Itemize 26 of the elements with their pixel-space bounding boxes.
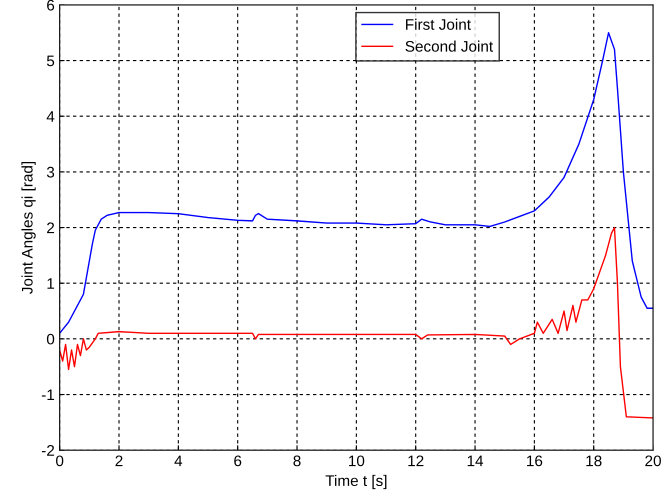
x-tick-label: 18: [586, 455, 602, 466]
x-axis-title: Time t [s]: [326, 474, 386, 490]
x-tick-label: 16: [527, 455, 542, 466]
y-tick-label: 4: [46, 111, 54, 122]
x-tick-label: 14: [468, 456, 484, 466]
x-tick-label: 2: [116, 455, 122, 466]
x-tick-label: 4: [174, 456, 182, 466]
y-axis-title: Joint Angles qi [rad]: [21, 162, 36, 294]
y-tick-label: 1: [47, 278, 54, 289]
y-tick-label: -1: [42, 390, 54, 400]
y-tick-label: 3: [46, 166, 54, 178]
y-tick-label: 2: [47, 222, 54, 234]
x-tick-label: 12: [408, 455, 424, 466]
y-tick-label: 5: [46, 56, 54, 66]
x-tick-label: 8: [293, 455, 301, 466]
x-tick-label: 10: [349, 455, 364, 466]
x-tick-label: 0: [56, 455, 64, 466]
y-tick-label: 0: [46, 334, 54, 345]
line-series: [60, 226, 654, 419]
legend-label: Second Joint: [405, 40, 494, 52]
x-tick-label: 20: [645, 455, 661, 466]
y-tick-label: 6: [47, 0, 54, 11]
x-tick-label: 6: [234, 455, 242, 466]
line-series: [60, 32, 654, 334]
y-tick-label: -2: [42, 445, 54, 456]
legend-label: First Joint: [406, 18, 471, 30]
